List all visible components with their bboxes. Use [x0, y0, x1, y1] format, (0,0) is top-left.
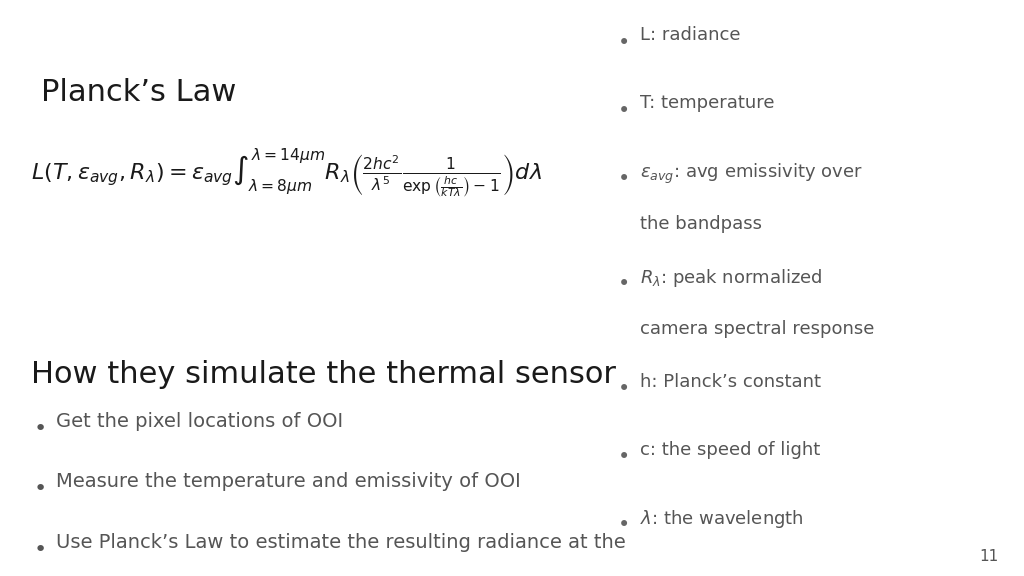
Text: h: Planck’s constant: h: Planck’s constant [640, 373, 821, 391]
Text: T: temperature: T: temperature [640, 94, 774, 112]
Text: $\lambda$: the wavelength: $\lambda$: the wavelength [640, 509, 804, 530]
Text: •: • [617, 448, 630, 468]
Text: c: the speed of light: c: the speed of light [640, 441, 820, 458]
Text: $L(T, \epsilon_{avg}, R_\lambda) = \epsilon_{avg}\int_{\lambda=8\mu m}^{\lambda=: $L(T, \epsilon_{avg}, R_\lambda) = \epsi… [31, 146, 542, 200]
Text: •: • [617, 169, 630, 189]
Text: Use Planck’s Law to estimate the resulting radiance at the: Use Planck’s Law to estimate the resulti… [56, 533, 626, 552]
Text: •: • [617, 101, 630, 121]
Text: Measure the temperature and emissivity of OOI: Measure the temperature and emissivity o… [56, 472, 521, 491]
Text: 11: 11 [979, 550, 998, 564]
Text: $\varepsilon_{avg}$: avg emissivity over: $\varepsilon_{avg}$: avg emissivity over [640, 162, 862, 186]
Text: •: • [617, 516, 630, 536]
Text: •: • [617, 274, 630, 294]
Text: •: • [34, 479, 47, 499]
Text: L: radiance: L: radiance [640, 26, 740, 44]
Text: How they simulate the thermal sensor: How they simulate the thermal sensor [31, 360, 615, 389]
Text: •: • [34, 540, 47, 560]
Text: camera spectral response: camera spectral response [640, 320, 874, 338]
Text: $R_{\lambda}$: peak normalized: $R_{\lambda}$: peak normalized [640, 267, 822, 289]
Text: •: • [617, 380, 630, 400]
Text: Get the pixel locations of OOI: Get the pixel locations of OOI [56, 412, 343, 431]
Text: Planck’s Law: Planck’s Law [41, 78, 237, 107]
Text: the bandpass: the bandpass [640, 215, 762, 233]
Text: •: • [617, 33, 630, 53]
Text: •: • [34, 419, 47, 439]
